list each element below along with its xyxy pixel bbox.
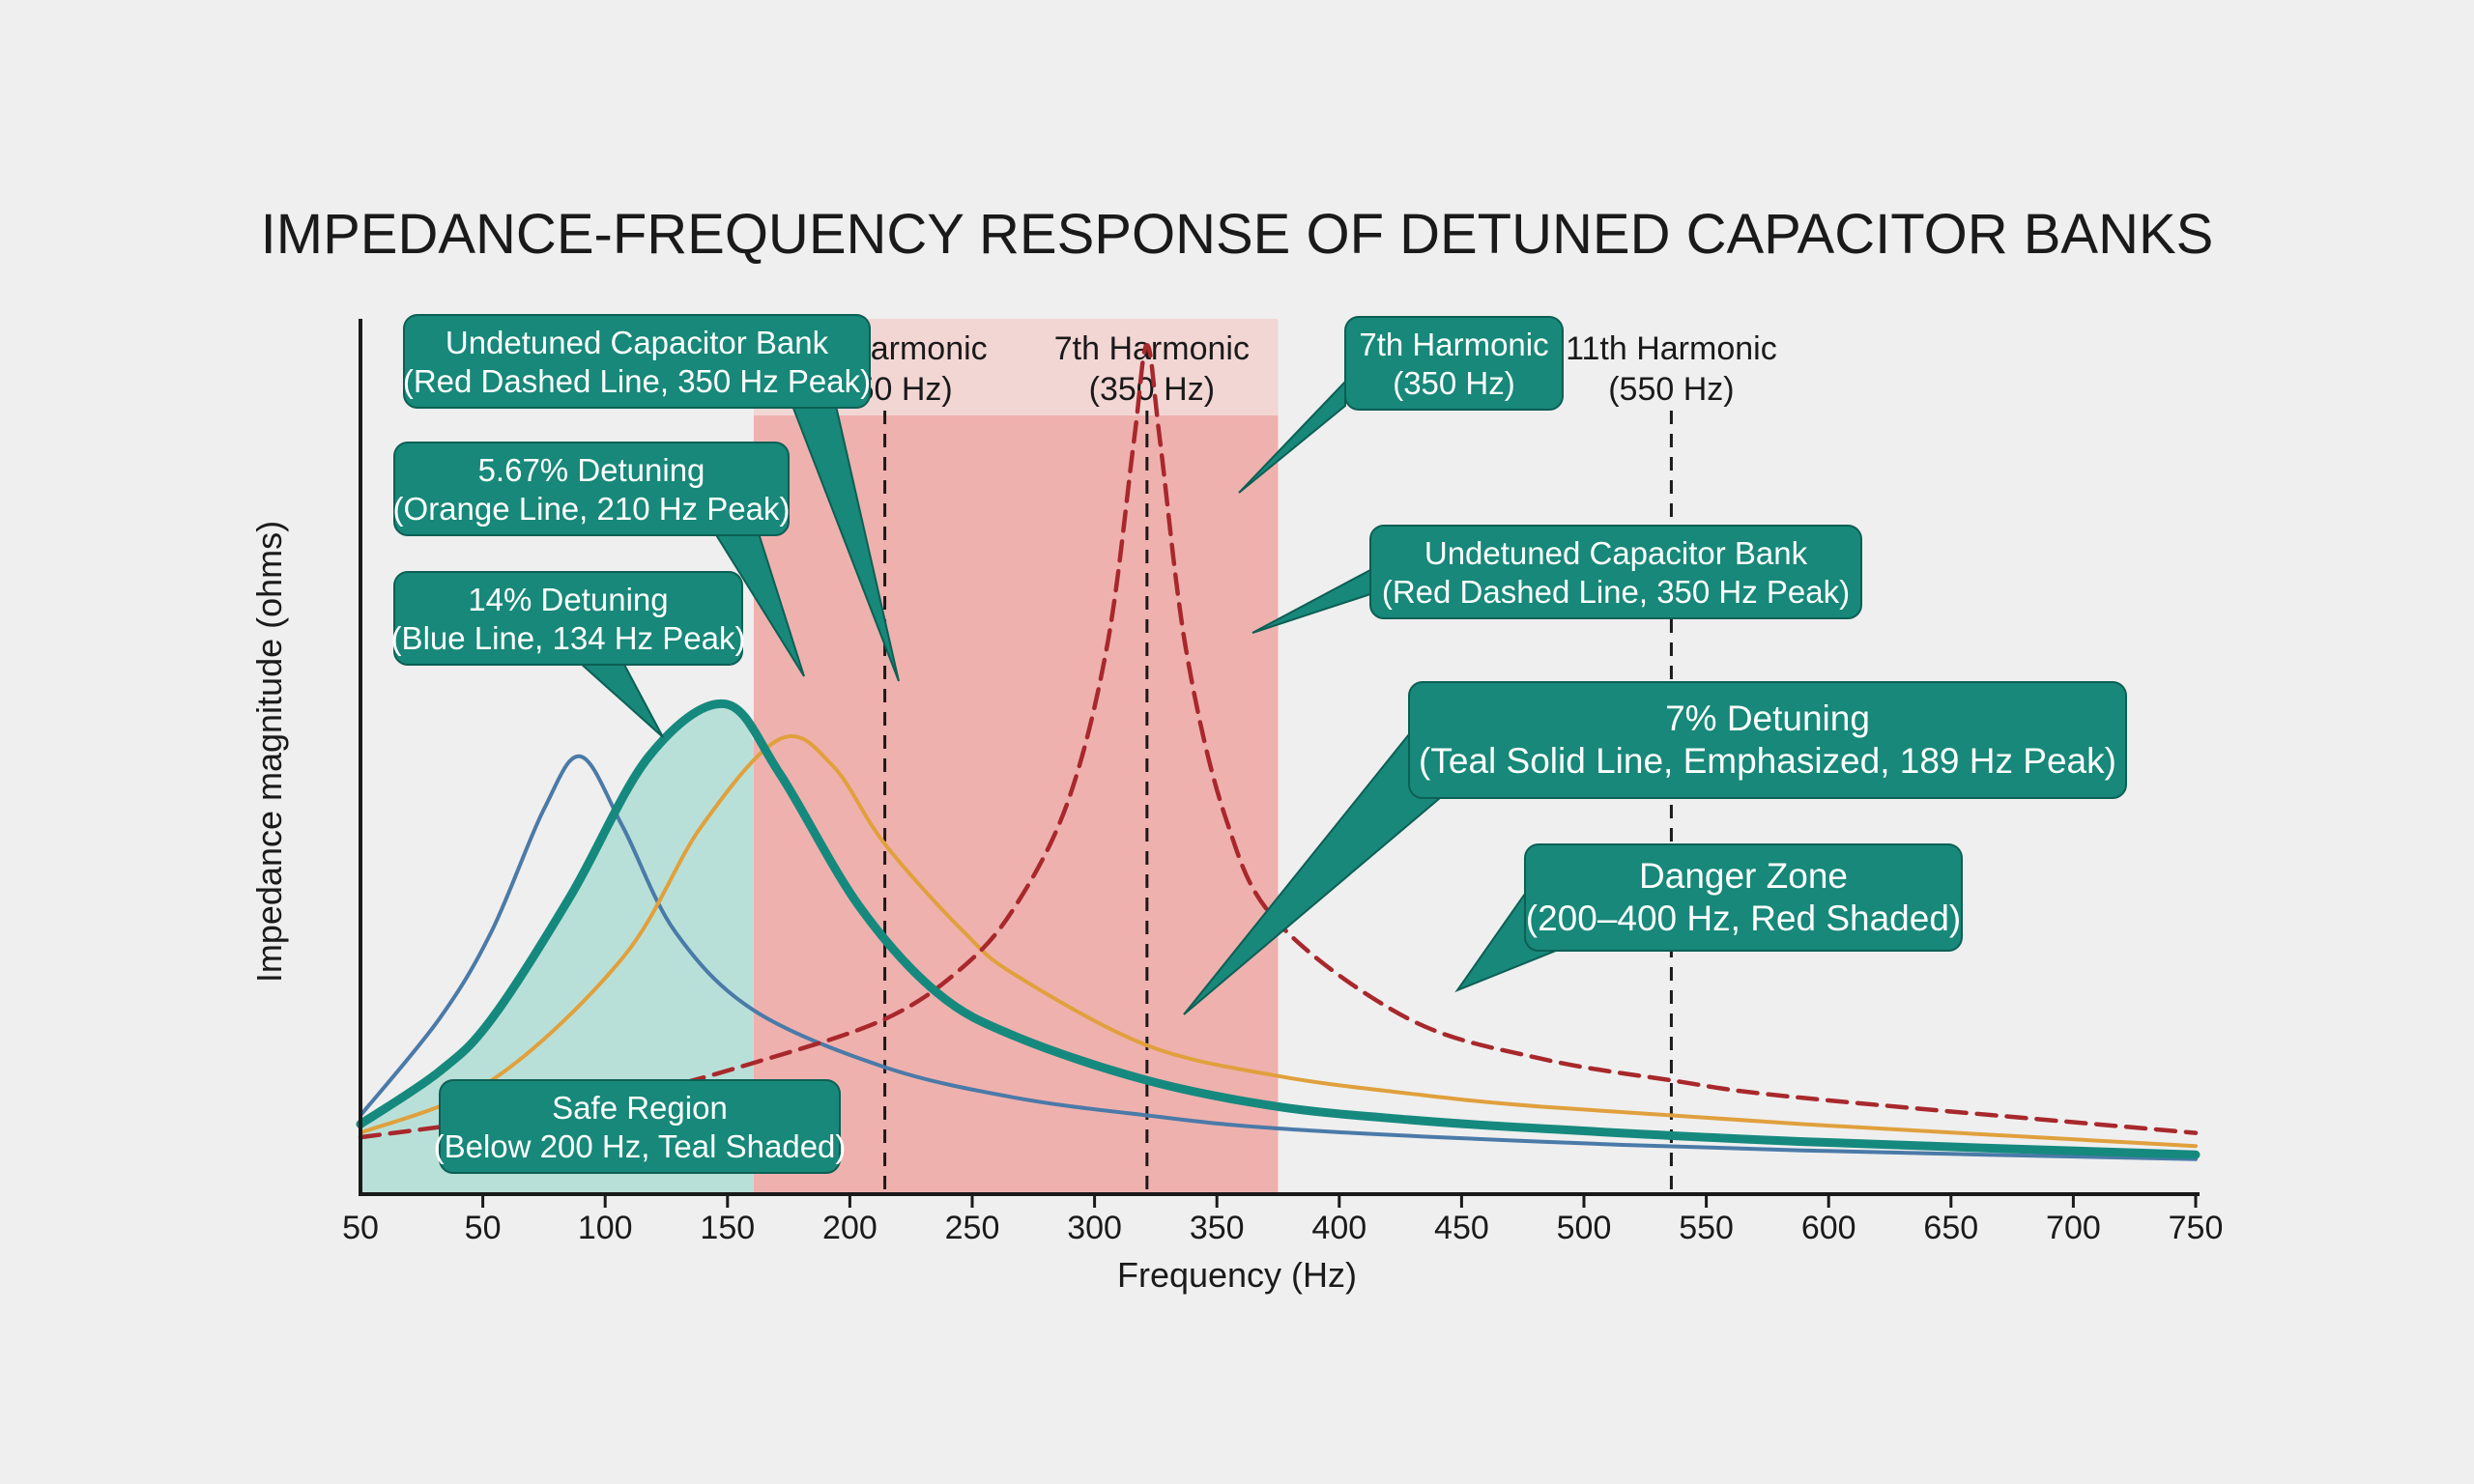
harmonic-label-350: 7th Harmonic (1054, 330, 1250, 367)
x-origin-label: 50 (342, 1210, 379, 1246)
callout-text: Undetuned Capacitor Bank (1424, 535, 1808, 571)
callout-text: (Red Dashed Line, 350 Hz Peak) (403, 363, 871, 399)
callout-pointer (577, 662, 664, 738)
harmonic-label-550: 11th Harmonic (1566, 330, 1777, 367)
x-tick-label: 400 (1311, 1210, 1366, 1246)
callout-box (403, 314, 871, 409)
callout-undetuned-top: Undetuned Capacitor Bank(Red Dashed Line… (403, 314, 900, 682)
x-tick-label: 450 (1434, 1210, 1489, 1246)
callout-box (393, 442, 790, 536)
callout-box (1344, 316, 1564, 411)
x-tick-label: 300 (1067, 1210, 1122, 1246)
x-axis-label: Frequency (Hz) (1117, 1255, 1357, 1295)
x-tick-label: 650 (1923, 1210, 1978, 1246)
axes: 50 50 100 150 200 250 300 350 400 450 500 550 600 650… (342, 319, 2223, 1246)
callout-box (393, 571, 743, 666)
x-tick-label: 700 (2046, 1210, 2101, 1246)
x-tick-label: 100 (578, 1210, 633, 1246)
series-line-red (358, 342, 2199, 1140)
callout-seventh: 7th Harmonic(350 Hz) (1238, 316, 1564, 494)
x-tick-label: 550 (1679, 1210, 1734, 1246)
x-tick-label: 200 (822, 1210, 877, 1246)
series-line-teal (356, 699, 2201, 1159)
callout-undetuned-right: Undetuned Capacitor Bank(Red Dashed Line… (1251, 525, 1862, 634)
chart-title: IMPEDANCE-FREQUENCY RESPONSE OF DETUNED … (261, 203, 2214, 266)
danger-zone-region (753, 415, 1279, 1194)
callout-text: (200–400 Hz, Red Shaded) (1526, 899, 1961, 938)
callout-teal: 7% Detuning(Teal Solid Line, Emphasized,… (1183, 681, 2127, 1015)
callout-text: 14% Detuning (468, 582, 668, 617)
callout-danger: Danger Zone(200–400 Hz, Red Shaded) (1454, 843, 1963, 993)
callout-text: 7th Harmonic (1359, 327, 1548, 362)
x-tick-label: 350 (1190, 1210, 1245, 1246)
x-tick-label: 500 (1557, 1210, 1612, 1246)
callout-box (1408, 681, 2127, 799)
series-lines (356, 342, 2201, 1161)
callout-text: Safe Region (552, 1090, 728, 1126)
x-tick-label: 750 (2169, 1210, 2224, 1246)
callout-text: (Red Dashed Line, 350 Hz Peak) (1382, 574, 1850, 610)
y-axis-label: Impedance magnitude (ohms) (249, 521, 289, 983)
callout-orange: 5.67% Detuning(Orange Line, 210 Hz Peak) (393, 442, 805, 677)
callout-safe: Safe Region(Below 200 Hz, Teal Shaded) (434, 1079, 847, 1174)
callout-text: (Orange Line, 210 Hz Peak) (393, 491, 791, 527)
callout-text: (Blue Line, 134 Hz Peak) (391, 620, 746, 656)
callout-text: Danger Zone (1639, 856, 1848, 896)
callout-box (1369, 525, 1862, 619)
callout-box (439, 1079, 841, 1174)
callout-box (1524, 843, 1963, 952)
x-tick-label: 50 (465, 1210, 502, 1246)
harmonic-label-550: (550 Hz) (1608, 371, 1734, 408)
callout-text: 5.67% Detuning (478, 452, 705, 488)
shaded-regions (360, 319, 1279, 1194)
callout-text: 7% Detuning (1665, 699, 1870, 738)
x-tick-label: 600 (1801, 1210, 1856, 1246)
callout-text: Undetuned Capacitor Bank (446, 325, 829, 360)
callout-text: (Teal Solid Line, Emphasized, 189 Hz Pea… (1419, 741, 2116, 781)
x-tick-label: 250 (945, 1210, 1000, 1246)
callout-text: (350 Hz) (1393, 365, 1515, 401)
x-tick-label: 150 (700, 1210, 755, 1246)
callout-text: (Below 200 Hz, Teal Shaded) (434, 1128, 847, 1164)
callout-blue: 14% Detuning(Blue Line, 134 Hz Peak) (391, 571, 746, 738)
callouts: Undetuned Capacitor Bank(Red Dashed Line… (391, 314, 2127, 1174)
series-line-blue (359, 754, 2198, 1161)
series-line-orange (359, 733, 2198, 1149)
safe-region (360, 703, 754, 1194)
